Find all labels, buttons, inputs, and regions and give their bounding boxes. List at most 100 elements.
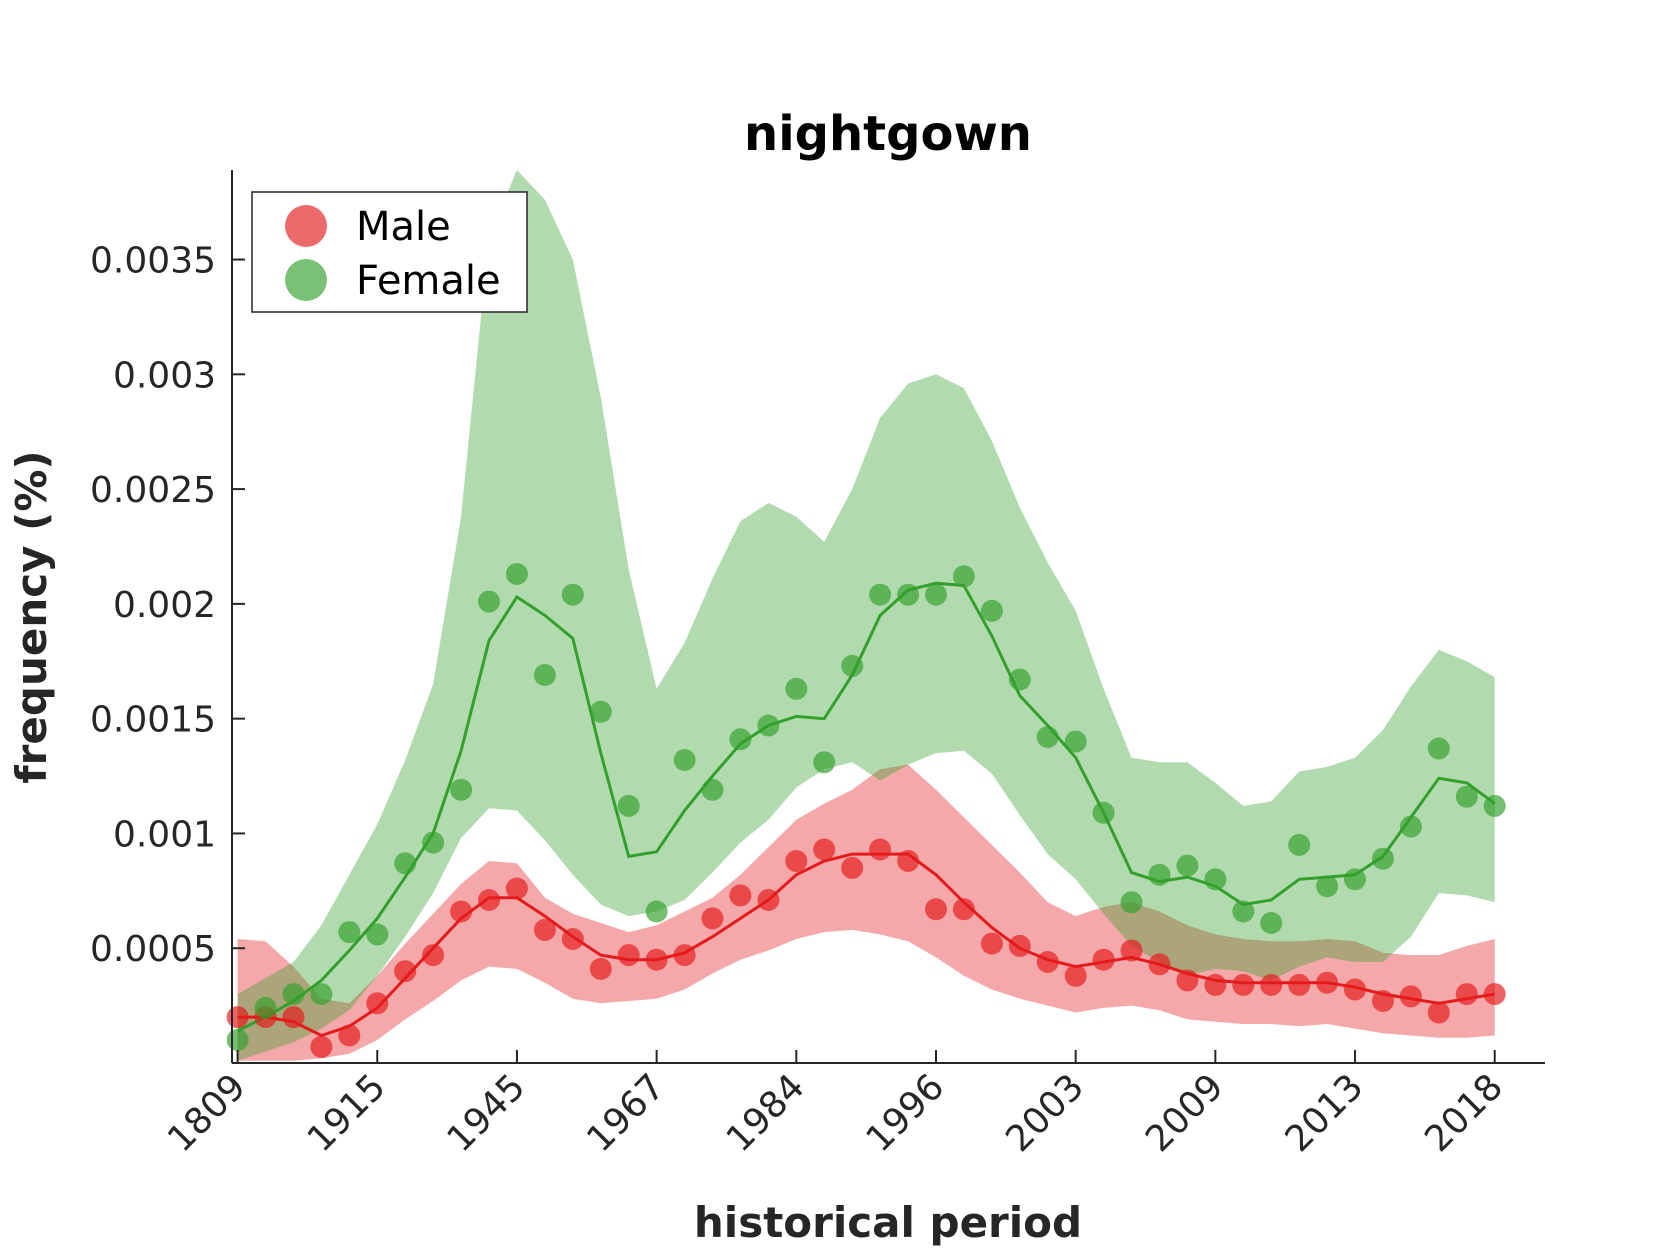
female-data-point [282,983,305,1006]
female-data-point [1204,868,1227,891]
x-tick-label: 1984 [719,1066,813,1160]
y-axis-title: frequency (%) [7,450,56,783]
legend-marker-male [285,205,327,247]
male-data-point [1176,969,1199,992]
male-data-point [869,838,892,861]
male-data-point [841,856,864,879]
male-data-point [785,850,808,872]
x-tick-label: 1996 [859,1066,953,1160]
female-trend-line [236,581,1496,1033]
legend-label-male: Male [356,204,451,250]
female-data-point [617,794,640,817]
female-data-point [450,778,473,801]
male-data-point [701,907,724,930]
female-data-point [1008,668,1031,691]
male-data-point [1260,973,1283,996]
female-data-point [925,583,947,606]
female-confidence-band [237,170,1495,1061]
x-tick-label: 1945 [440,1066,534,1160]
y-ticks: 0.0005 0.001 0.0015 0.002 0.0025 0.003 0.0035 [90,241,245,970]
male-data-point [282,1006,305,1029]
female-data-point [785,677,808,700]
male-data-point [478,889,500,911]
x-tick-label: 2013 [1278,1066,1372,1160]
female-data-point [1399,815,1422,838]
male-data-point [366,992,389,1015]
female-data-point [1176,854,1199,877]
male-data-point [1232,973,1255,996]
male-data-point [729,884,752,907]
female-data-point [366,923,389,946]
y-tick-label: 0.001 [113,814,216,855]
female-data-point [1483,794,1506,817]
male-data-point [310,1035,333,1058]
male-data-point [450,900,473,923]
male-data-point [617,944,640,967]
female-data-point [897,583,920,606]
male-data-point [1204,973,1227,996]
female-data-point [589,700,612,723]
female-data-point [1036,726,1059,748]
male-data-point [645,948,668,971]
trend-lines [236,581,1496,1038]
female-data-point [813,751,836,774]
female-data-point [478,590,500,613]
x-axis-title: historical period [694,1198,1082,1247]
data-points [226,563,1506,1058]
legend: Male Female [251,191,528,313]
y-tick-label: 0.003 [113,355,216,396]
legend-marker-female [285,259,327,301]
male-data-point [897,850,920,872]
female-data-point [701,778,724,801]
male-data-point [589,957,612,980]
male-data-point [980,932,1003,955]
female-data-point [1148,863,1171,886]
female-data-point [561,583,584,606]
x-tick-label: 2003 [998,1066,1092,1160]
x-tick-label: 1915 [300,1066,394,1160]
female-data-point [645,900,668,923]
female-data-point [1427,737,1450,760]
male-data-point [925,898,947,921]
female-data-point [952,565,975,588]
male-data-point [338,1024,361,1047]
y-tick-label: 0.002 [113,585,216,626]
x-ticks: 1809 1915 1945 1967 1984 1996 2003 2009 2013 2018 [160,1050,1511,1160]
male-data-point [1372,990,1394,1012]
female-data-point [1092,801,1115,824]
male-data-point [505,877,528,900]
male-data-point [1288,973,1311,996]
male-data-point [813,838,836,861]
male-data-point [1036,951,1059,973]
male-data-point [1008,934,1031,957]
female-data-point [1455,785,1478,808]
female-data-point [729,728,752,751]
male-data-point [1316,971,1339,994]
female-data-point [310,983,333,1006]
male-data-point [1399,985,1422,1008]
male-data-point [1064,964,1087,987]
x-tick-label: 1967 [579,1066,673,1160]
x-tick-label: 2018 [1417,1066,1511,1160]
female-data-point [1260,912,1283,934]
male-data-point [394,960,417,983]
female-data-point [338,921,361,944]
y-tick-label: 0.0025 [90,470,216,511]
female-data-point [533,664,556,686]
male-data-point [1427,1001,1450,1024]
axes [231,170,1545,1064]
female-data-point [673,749,696,771]
female-data-point [1232,900,1255,923]
female-data-point [394,852,417,875]
male-data-point [1148,953,1171,976]
female-data-point [757,714,780,737]
male-data-point [1344,978,1366,1001]
male-data-point [1092,948,1115,971]
x-tick-label: 1809 [160,1066,254,1160]
male-data-point [952,898,975,921]
chart-title: nightgown [744,106,1032,162]
female-data-point [980,599,1003,622]
male-data-point [1120,939,1143,962]
legend-label-female: Female [356,258,501,304]
male-trend-line [237,852,1495,1038]
